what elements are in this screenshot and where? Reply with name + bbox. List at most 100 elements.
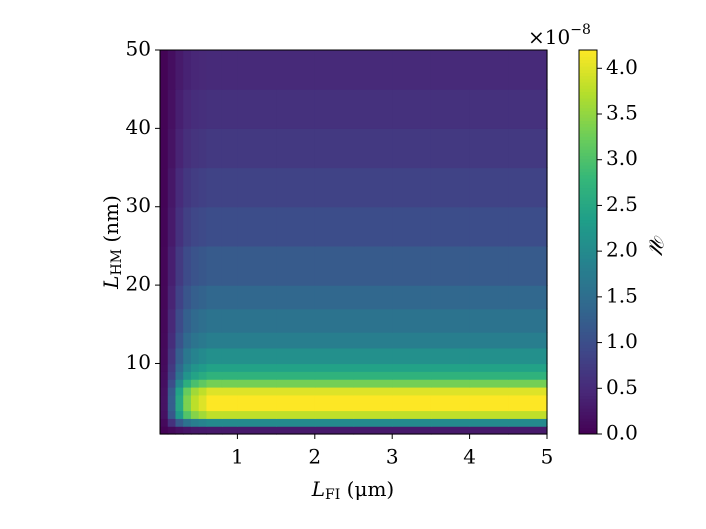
colorbar-swatch [579, 296, 597, 301]
colorbar-swatch [579, 133, 597, 137]
heatmap-cell [160, 386, 169, 396]
heatmap-cell [314, 332, 355, 349]
heatmap-cell [221, 332, 238, 349]
y-tick-label: 50 [126, 37, 151, 61]
heatmap-cell [183, 245, 192, 286]
colorbar-label: 𝒰 [645, 233, 669, 257]
heatmap-cell [190, 206, 200, 247]
heatmap-cell [175, 206, 184, 247]
heatmap-cell [198, 394, 208, 404]
heatmap-cell [167, 89, 177, 129]
heatmap-cell [314, 394, 355, 404]
heatmap-cell [508, 332, 548, 349]
heatmap-cell [221, 308, 238, 333]
heatmap-cell [167, 410, 177, 419]
heatmap-cell [167, 402, 177, 412]
heatmap-cell [175, 89, 184, 129]
heatmap-cell [175, 394, 184, 404]
heatmap-cell [469, 245, 509, 286]
heatmap-cell [392, 363, 432, 372]
colorbar-swatch [579, 120, 597, 125]
heatmap-cell [183, 50, 192, 90]
heatmap-cell [276, 410, 316, 419]
colorbar-tick-label: 2.0 [606, 238, 638, 262]
heatmap-cell [314, 363, 355, 372]
colorbar-swatch [579, 290, 597, 294]
heatmap-cell [430, 363, 471, 372]
heatmap-cell [430, 285, 471, 310]
heatmap-cell [392, 332, 432, 349]
colorbar-swatch [579, 306, 597, 310]
colorbar-swatch [579, 270, 597, 275]
heatmap-cell [430, 206, 471, 247]
heatmap-cell [353, 50, 393, 90]
colorbar-swatch [579, 280, 597, 285]
heatmap-cell [183, 371, 192, 380]
heatmap-cell [160, 426, 169, 435]
heatmap-cell [392, 308, 432, 333]
colorbar-swatch [579, 229, 597, 233]
heatmap-cell [314, 418, 355, 427]
heatmap-cell [167, 426, 177, 435]
colorbar-swatch [579, 328, 597, 333]
colorbar-swatch [579, 114, 597, 118]
heatmap-cell [469, 89, 509, 129]
heatmap-cell [206, 50, 223, 90]
heatmap-cell [175, 371, 184, 380]
heatmap-cell [206, 285, 223, 310]
heatmap-cell [353, 386, 393, 396]
heatmap-cell [206, 402, 223, 412]
colorbar-swatch [579, 91, 597, 96]
colorbar-swatch [579, 382, 597, 387]
x-tick-label: 3 [386, 445, 399, 469]
heatmap-cell [508, 167, 548, 208]
heatmap-cell [314, 410, 355, 419]
colorbar-swatch [579, 187, 597, 192]
heatmap-cell [183, 402, 192, 412]
heatmap-cell [183, 418, 192, 427]
colorbar-swatch [579, 360, 597, 365]
colorbar-swatch [579, 242, 597, 246]
heatmap-cell [430, 402, 471, 412]
heatmap-cell [183, 308, 192, 333]
heatmap-cell [167, 308, 177, 333]
colorbar-swatch [579, 178, 597, 182]
colorbar-swatch [579, 357, 597, 361]
heatmap-cell [276, 89, 316, 129]
colorbar-swatch [579, 94, 597, 99]
heatmap-cell [469, 402, 509, 412]
colorbar-swatch [579, 251, 597, 256]
heatmap [160, 50, 548, 435]
heatmap-cell [237, 371, 277, 380]
colorbar-swatch [579, 155, 597, 160]
colorbar-swatch [579, 101, 597, 105]
heatmap-cell [314, 285, 355, 310]
heatmap-cell [469, 347, 509, 365]
heatmap-cell [469, 394, 509, 404]
heatmap-cell [430, 50, 471, 90]
heatmap-cell [175, 379, 184, 388]
heatmap-cell [237, 386, 277, 396]
heatmap-cell [276, 206, 316, 247]
heatmap-cell [206, 332, 223, 349]
heatmap-cell [508, 285, 548, 310]
heatmap-cell [276, 418, 316, 427]
heatmap-cell [392, 418, 432, 427]
heatmap-cell [167, 167, 177, 208]
heatmap-cell [190, 167, 200, 208]
heatmap-cell [175, 308, 184, 333]
heatmap-cell [198, 363, 208, 372]
heatmap-cell [508, 128, 548, 169]
heatmap-cell [276, 402, 316, 412]
heatmap-cell [183, 386, 192, 396]
colorbar-swatch [579, 261, 597, 265]
heatmap-cell [167, 128, 177, 169]
colorbar-swatch [579, 139, 597, 144]
heatmap-cell [160, 332, 169, 349]
heatmap-cell [160, 245, 169, 286]
heatmap-cell [160, 418, 169, 427]
heatmap-cell [353, 332, 393, 349]
heatmap-cell [508, 402, 548, 412]
heatmap-cell [392, 347, 432, 365]
heatmap-cell [508, 347, 548, 365]
